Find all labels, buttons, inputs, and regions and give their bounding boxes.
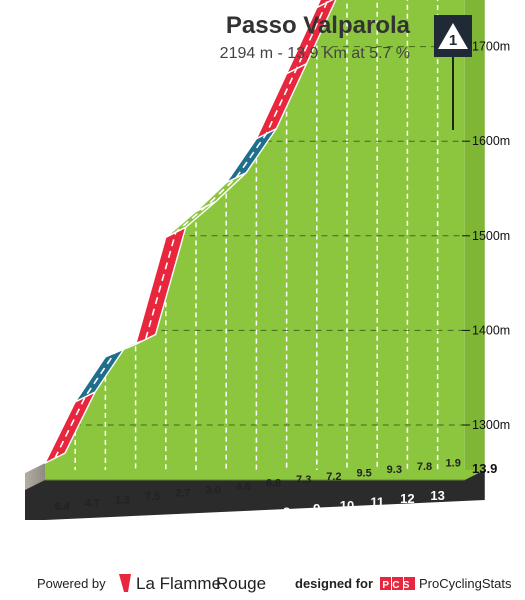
- y-tick-label: 1700m: [472, 40, 510, 54]
- brand-name-b: Rouge: [216, 574, 266, 593]
- km-label: 6: [223, 511, 230, 526]
- gradient-label: 7.2: [326, 471, 341, 483]
- km-label: 5: [192, 515, 199, 530]
- km-label: 13: [430, 488, 444, 503]
- climb-subtitle: 2194 m - 13.9 Km at 5.7 %: [220, 45, 410, 62]
- summit-marker-number: 1: [449, 32, 457, 49]
- gradient-label: 6.4: [54, 501, 70, 513]
- gradient-label: 2.7: [175, 488, 190, 500]
- km-label: 7: [253, 508, 260, 523]
- gradient-label: 7.5: [145, 491, 160, 503]
- gradient-label: 6.8: [266, 478, 281, 490]
- footer: Powered by La Flamme Rouge designed for …: [37, 574, 512, 593]
- gradient-label: 4.6: [236, 481, 251, 493]
- gradient-label: 1.9: [446, 457, 461, 469]
- pcs-box-p: [380, 577, 391, 590]
- km-label: 3: [132, 521, 139, 536]
- gradient-label: 7.3: [296, 474, 311, 486]
- km-label: 12: [400, 491, 414, 506]
- y-tick-label: 1500m: [472, 229, 510, 243]
- la-flamme-rouge-logo[interactable]: La Flamme Rouge: [119, 574, 266, 593]
- road-segment: [316, 0, 334, 9]
- gradient-label: 4.7: [85, 498, 100, 510]
- pcs-logo[interactable]: PCS ProCyclingStats: [380, 576, 512, 591]
- km-label: 8: [283, 505, 290, 520]
- summit-triangle-icon: [438, 23, 468, 49]
- y-tick-label: 1600m: [472, 134, 510, 148]
- km-label: 4: [162, 518, 170, 533]
- y-tick-label: 1300m: [472, 418, 510, 432]
- km-label: 9: [313, 501, 320, 516]
- gradient-label: 7.8: [417, 461, 432, 473]
- gradient-label: 3.0: [205, 484, 220, 496]
- profile-right-side: [464, 0, 485, 480]
- flamme-flag-icon: [119, 574, 131, 592]
- brand-name-a: La Flamme: [136, 574, 221, 593]
- km-label: 1: [72, 528, 79, 543]
- road-centre-line: [54, 0, 329, 459]
- summit-marker: 1: [434, 15, 472, 130]
- gradient-label: 9.5: [356, 468, 371, 480]
- gradient-label: 1.3: [115, 494, 130, 506]
- km-label: 10: [340, 498, 354, 513]
- km-label: 11: [370, 495, 384, 510]
- profile-front-face: [45, 0, 465, 480]
- designed-for-text: designed for: [295, 576, 373, 591]
- pcs-letters: PCS: [382, 580, 412, 591]
- km-label: 2: [102, 525, 109, 540]
- pcs-box-c: [392, 577, 403, 590]
- distance-band: [25, 470, 485, 520]
- pcs-box-s: [404, 577, 415, 590]
- band-top-face: [45, 470, 485, 480]
- gradient-label: 9.3: [387, 464, 402, 476]
- end-distance-label: 13.9: [472, 461, 497, 476]
- climb-title: Passo Valparola: [226, 12, 411, 39]
- powered-by-text: Powered by: [37, 576, 106, 591]
- pcs-brand-text: ProCyclingStats: [419, 576, 512, 591]
- y-tick-label: 1400m: [472, 323, 510, 337]
